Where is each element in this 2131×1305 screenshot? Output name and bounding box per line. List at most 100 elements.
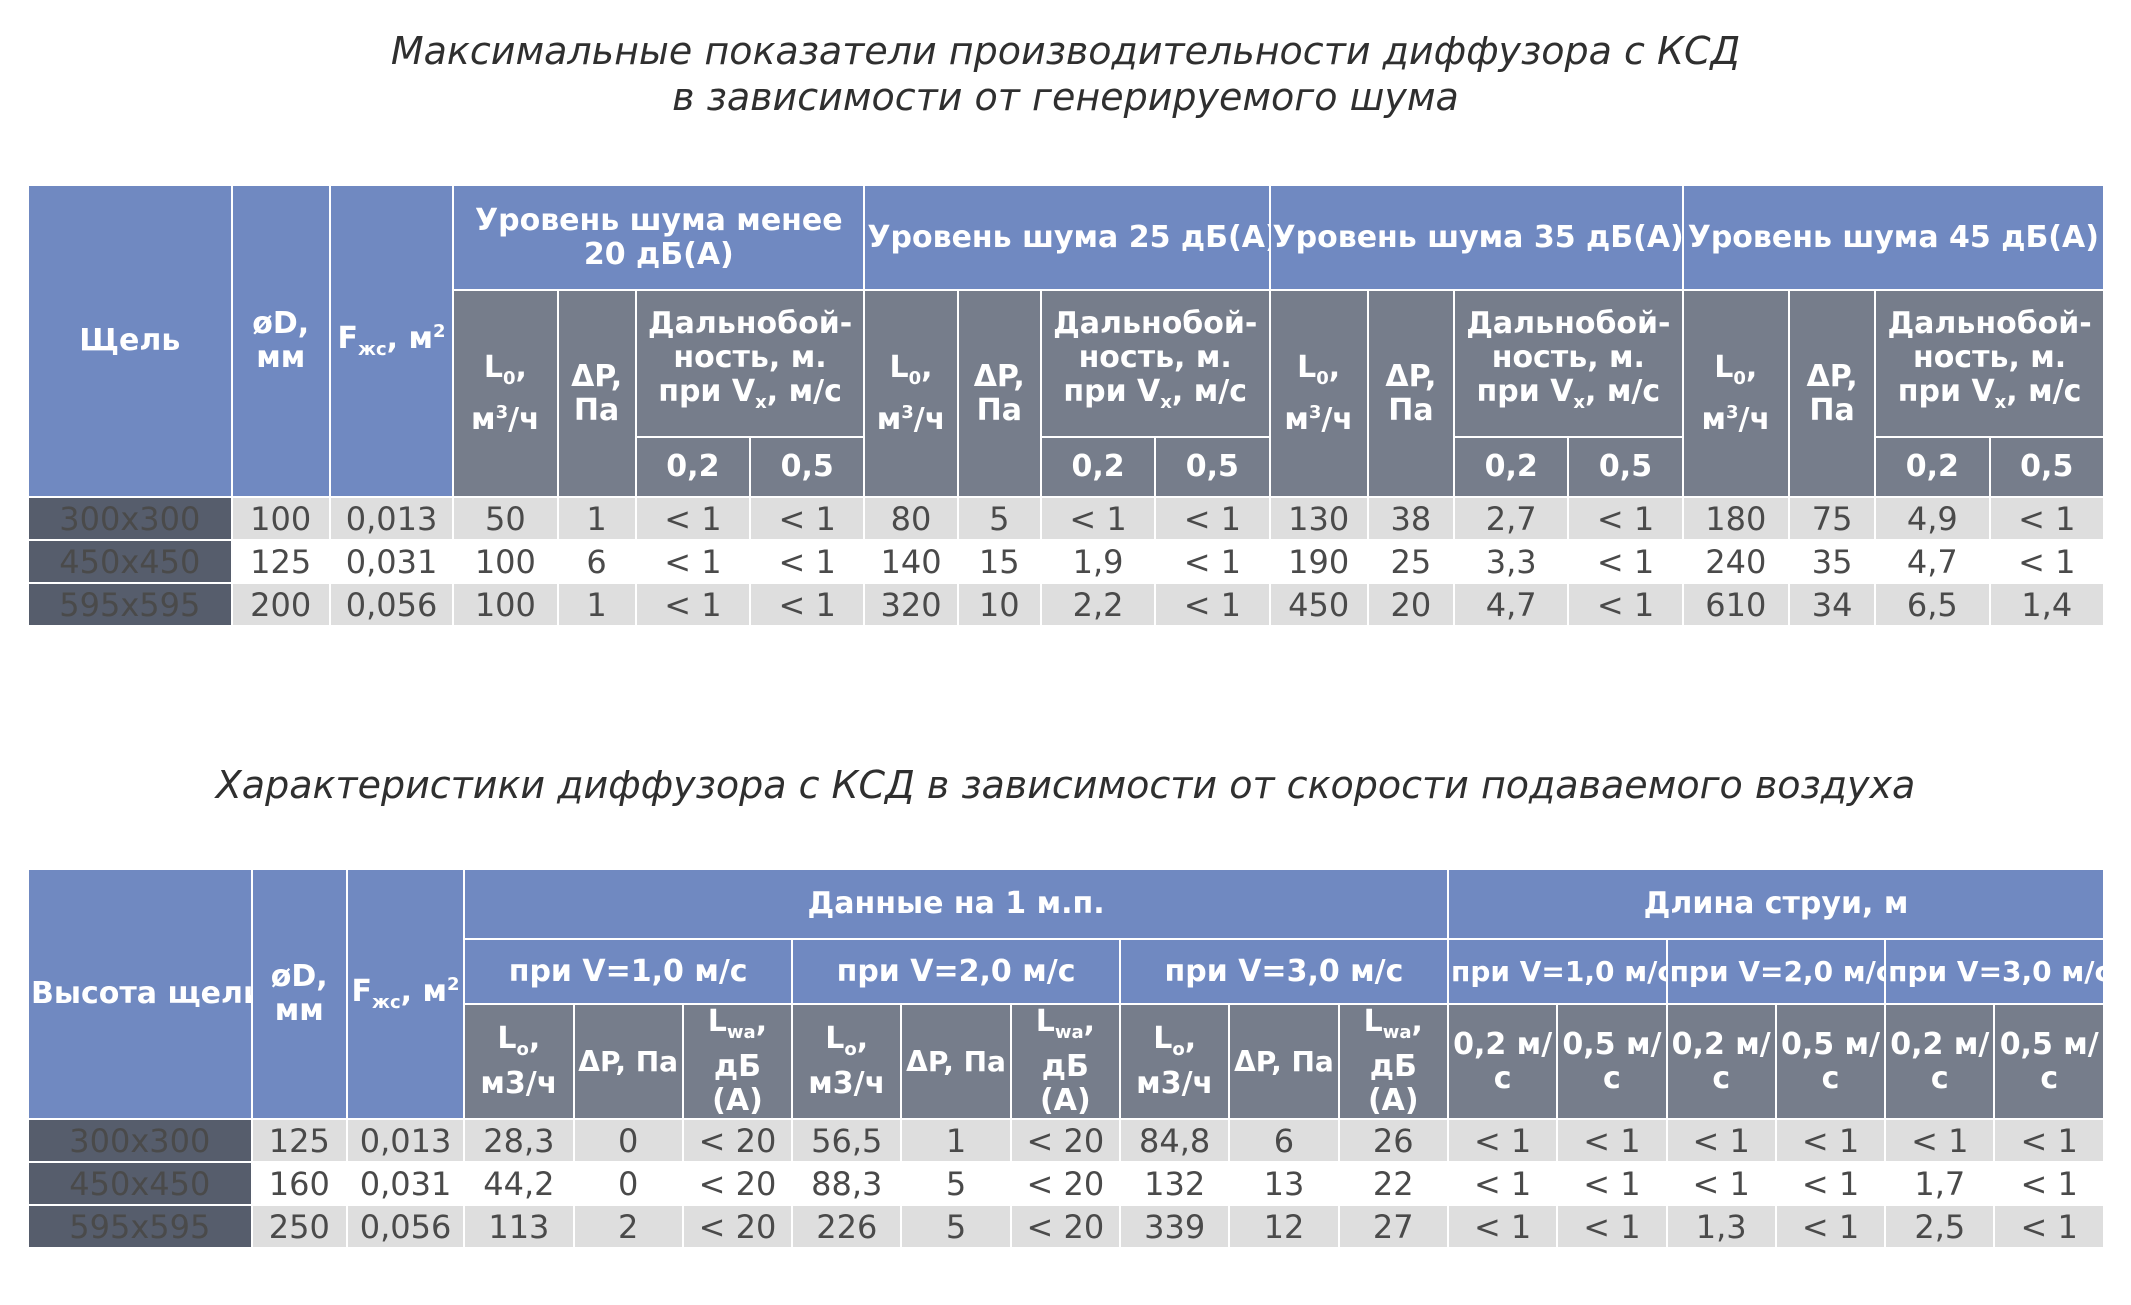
table-cell: 25 (1366, 539, 1456, 584)
header-area: Fжс, м2 (345, 868, 466, 1120)
header-velocity-02: 0,2 м/с (1446, 1003, 1559, 1120)
row-label: 595x595 (27, 582, 233, 627)
table-cell: 5 (900, 1161, 1012, 1206)
header-velocity-05: 0,5 (1988, 436, 2105, 498)
table-cell: 3,3 (1453, 539, 1570, 584)
table-cell: 88,3 (791, 1161, 903, 1206)
table-cell: 6,5 (1874, 582, 1991, 627)
header-sound-power: Lwa, дБ (А) (1009, 1003, 1122, 1120)
table-cell: 2 (572, 1204, 684, 1249)
table-cell: < 1 (634, 539, 752, 584)
table-cell: 12 (1228, 1204, 1340, 1249)
table-cell: < 1 (1446, 1204, 1559, 1249)
header-flow-rate: L0, м3/ч (1268, 289, 1369, 498)
table-cell: 450 (1268, 582, 1369, 627)
header-speed-jet: при V=3,0 м/с (1884, 938, 2105, 1005)
table-cell: 6 (1228, 1118, 1340, 1163)
table-cell: 2,5 (1884, 1204, 1996, 1249)
header-velocity-05: 0,5 (749, 436, 866, 498)
header-velocity-05: 0,5 (1154, 436, 1271, 498)
table-cell: 15 (956, 539, 1042, 584)
table-cell: < 1 (1039, 496, 1157, 541)
table-cell: 38 (1366, 496, 1456, 541)
table-cell: < 1 (1567, 496, 1684, 541)
table1-title-line1: Максимальные показатели производительнос… (390, 29, 1741, 73)
header-jet-length: Длина струи, м (1446, 868, 2106, 940)
air-speed-table: Высота щели øD, мм Fжс, м2 Данные на 1 м… (27, 868, 2106, 1249)
table-cell: 35 (1787, 539, 1877, 584)
table-cell: 20 (1366, 582, 1456, 627)
cell-diameter: 200 (230, 582, 331, 627)
cell-area: 0,013 (328, 496, 455, 541)
table1-title-line2: в зависимости от генерируемого шума (672, 75, 1459, 119)
table-cell: < 1 (1567, 539, 1684, 584)
table-cell: 44,2 (463, 1161, 575, 1206)
table-cell: 5 (956, 496, 1042, 541)
header-pressure-drop: ΔP, Па (1787, 289, 1877, 498)
header-speed-data: при V=3,0 м/с (1119, 938, 1449, 1005)
row-label: 595x595 (27, 1204, 253, 1249)
cell-area: 0,013 (345, 1118, 466, 1163)
table-cell: < 1 (634, 582, 752, 627)
table-cell: 190 (1268, 539, 1369, 584)
header-flow-rate: L0, м3/ч (1681, 289, 1790, 498)
table-cell: < 1 (1774, 1161, 1887, 1206)
header-pressure-drop: ΔP, Па (556, 289, 637, 498)
table-cell: 75 (1787, 496, 1877, 541)
header-velocity-02: 0,2 (1874, 436, 1991, 498)
table2-title: Характеристики диффузора с КСД в зависим… (215, 763, 1916, 807)
table-cell: 2,2 (1039, 582, 1157, 627)
table-cell: 180 (1681, 496, 1790, 541)
header-noise-group-4: Уровень шума 45 дБ(А) (1681, 184, 2106, 291)
header-throw-range: Дальнобой-ность, м. при Vx, м/с (1874, 289, 2105, 438)
table-cell: 56,5 (791, 1118, 903, 1163)
cell-diameter: 125 (250, 1118, 348, 1163)
header-slot-height: Высота щели (27, 868, 253, 1120)
table-cell: < 1 (749, 539, 866, 584)
table-cell: 0 (572, 1118, 684, 1163)
cell-diameter: 160 (250, 1161, 348, 1206)
row-label: 300x300 (27, 1118, 253, 1163)
header-velocity-05: 0,5 м/с (1774, 1003, 1887, 1120)
table-cell: < 1 (1993, 1118, 2105, 1163)
table-cell: < 20 (681, 1118, 794, 1163)
header-diameter: øD, мм (230, 184, 331, 498)
table-cell: < 1 (1988, 496, 2105, 541)
table-cell: 22 (1337, 1161, 1449, 1206)
header-speed-data: при V=2,0 м/с (791, 938, 1121, 1005)
header-sound-power: Lwa, дБ (А) (1337, 1003, 1449, 1120)
table-row: 300x300 100 0,013 50 1 < 1 < 1 80 5 < 1 < 1 130 38 2,… (27, 496, 2105, 541)
table-cell: < 20 (1009, 1161, 1122, 1206)
header-pressure-drop: ΔP, Па (1228, 1003, 1340, 1120)
table-cell: < 1 (749, 582, 866, 627)
table-cell: < 1 (1988, 539, 2105, 584)
header-velocity-02: 0,2 (1039, 436, 1157, 498)
header-velocity-02: 0,2 (634, 436, 752, 498)
table1-title: Максимальные показатели производительнос… (0, 28, 2131, 120)
table-cell: < 1 (1446, 1118, 1559, 1163)
table-cell: < 1 (1993, 1161, 2105, 1206)
header-sound-power: Lwa, дБ (А) (681, 1003, 794, 1120)
table-cell: < 1 (1774, 1204, 1887, 1249)
header-pressure-drop: ΔP, Па (572, 1003, 684, 1120)
header-pressure-drop: ΔP, Па (956, 289, 1042, 498)
table-cell: 2,7 (1453, 496, 1570, 541)
table-cell: < 1 (1556, 1118, 1668, 1163)
table-cell: 1,9 (1039, 539, 1157, 584)
table-cell: 339 (1118, 1204, 1231, 1249)
table-cell: 320 (863, 582, 959, 627)
header-slot: Щель (27, 184, 233, 498)
header-noise-group-2: Уровень шума 25 дБ(А) (863, 184, 1271, 291)
table-cell: < 1 (1556, 1204, 1668, 1249)
table-cell: 113 (463, 1204, 575, 1249)
table-cell: < 1 (1567, 582, 1684, 627)
table-cell: 240 (1681, 539, 1790, 584)
table-cell: < 20 (1009, 1204, 1122, 1249)
header-pressure-drop: ΔP, Па (900, 1003, 1012, 1120)
table-row: 300x300 125 0,013 28,3 0 < 20 56,5 1 < 20 84,8 6 26… (27, 1118, 2105, 1163)
table-cell: 28,3 (463, 1118, 575, 1163)
table-cell: < 20 (681, 1204, 794, 1249)
table-row: 595x595 250 0,056 113 2 < 20 226 5 < 20 339 12 27 < … (27, 1204, 2105, 1249)
table-cell: 1,3 (1665, 1204, 1777, 1249)
table-cell: 10 (956, 582, 1042, 627)
